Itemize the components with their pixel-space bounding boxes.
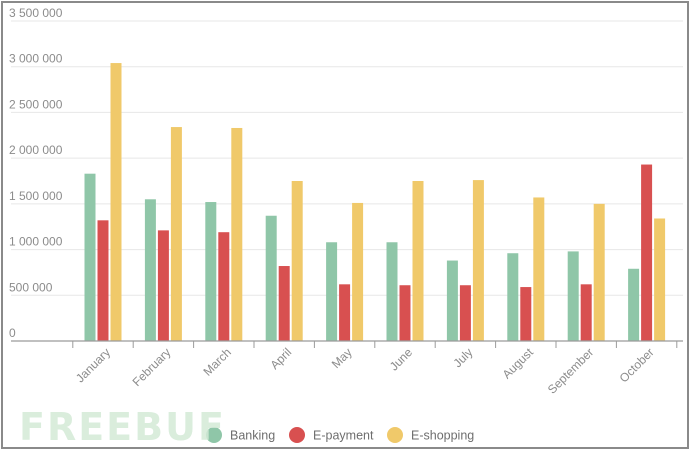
y-tick-label: 3 500 000 — [9, 6, 63, 20]
bar-banking-september — [567, 251, 579, 341]
bar-e-shopping-july — [472, 180, 484, 341]
bar-e-shopping-august — [533, 197, 545, 341]
y-tick-label: 2 500 000 — [9, 97, 63, 111]
bar-banking-april — [265, 215, 277, 341]
legend-swatch-banking — [206, 427, 222, 443]
bar-banking-june — [386, 242, 398, 341]
legend-label-banking: Banking — [230, 429, 275, 443]
bar-banking-july — [446, 260, 458, 341]
y-tick-label: 0 — [9, 326, 16, 340]
x-tick-label: March — [200, 345, 233, 378]
bar-banking-february — [144, 199, 156, 341]
bar-e-shopping-october — [654, 218, 666, 341]
bar-e-payment-april — [278, 266, 290, 341]
x-tick-label: June — [387, 345, 416, 374]
y-tick-label: 500 000 — [9, 280, 53, 294]
legend-swatch-e-shopping — [387, 427, 403, 443]
bar-banking-january — [84, 173, 96, 341]
gridlines — [11, 20, 683, 296]
bar-banking-may — [326, 242, 338, 341]
y-tick-label: 1 000 000 — [9, 235, 63, 249]
bar-e-shopping-january — [110, 63, 122, 342]
bar-e-payment-february — [157, 230, 169, 341]
x-tick-label: April — [267, 345, 294, 372]
bar-e-payment-july — [459, 285, 471, 341]
bar-e-shopping-may — [352, 202, 364, 341]
x-tick-label: August — [500, 345, 537, 382]
bar-e-payment-january — [97, 220, 109, 341]
bar-e-payment-september — [580, 284, 592, 341]
x-tick-label: February — [130, 345, 174, 389]
bar-e-payment-march — [218, 232, 230, 341]
legend-label-e-shopping: E-shopping — [411, 429, 474, 443]
legend-label-e-payment: E-payment — [313, 429, 374, 443]
bar-banking-october — [628, 268, 640, 341]
bar-chart: 0 500 000 1 000 000 1 500 000 2 000 000 2 500… — [9, 6, 683, 443]
x-tick-label: May — [329, 345, 355, 371]
y-tick-label: 1 500 000 — [9, 189, 63, 203]
x-tick-label: January — [73, 345, 113, 385]
bar-e-payment-october — [641, 164, 653, 341]
legend: Banking E-payment E-shopping — [206, 427, 474, 443]
x-axis: January February March April May June July Augu… — [11, 340, 683, 397]
y-tick-label: 2 000 000 — [9, 143, 63, 157]
bar-e-payment-june — [399, 285, 411, 341]
freebuf-watermark: FREEBUF — [19, 405, 226, 449]
bar-e-payment-may — [339, 284, 351, 341]
bar-e-shopping-february — [170, 127, 182, 341]
y-axis-ticks: 0 500 000 1 000 000 1 500 000 2 000 000 2 500… — [9, 6, 63, 340]
bar-e-shopping-september — [593, 203, 605, 341]
bar-e-shopping-april — [291, 181, 303, 341]
bar-e-shopping-june — [412, 181, 424, 341]
x-tick-label: September — [545, 345, 596, 396]
x-tick-label: October — [617, 345, 657, 385]
bar-banking-august — [507, 253, 519, 341]
bar-e-shopping-march — [231, 127, 243, 341]
y-tick-label: 3 000 000 — [9, 52, 63, 66]
bars — [84, 63, 666, 342]
bar-e-payment-august — [520, 287, 532, 341]
legend-swatch-e-payment — [289, 427, 305, 443]
bar-banking-march — [205, 202, 217, 341]
x-tick-label: July — [451, 345, 476, 370]
